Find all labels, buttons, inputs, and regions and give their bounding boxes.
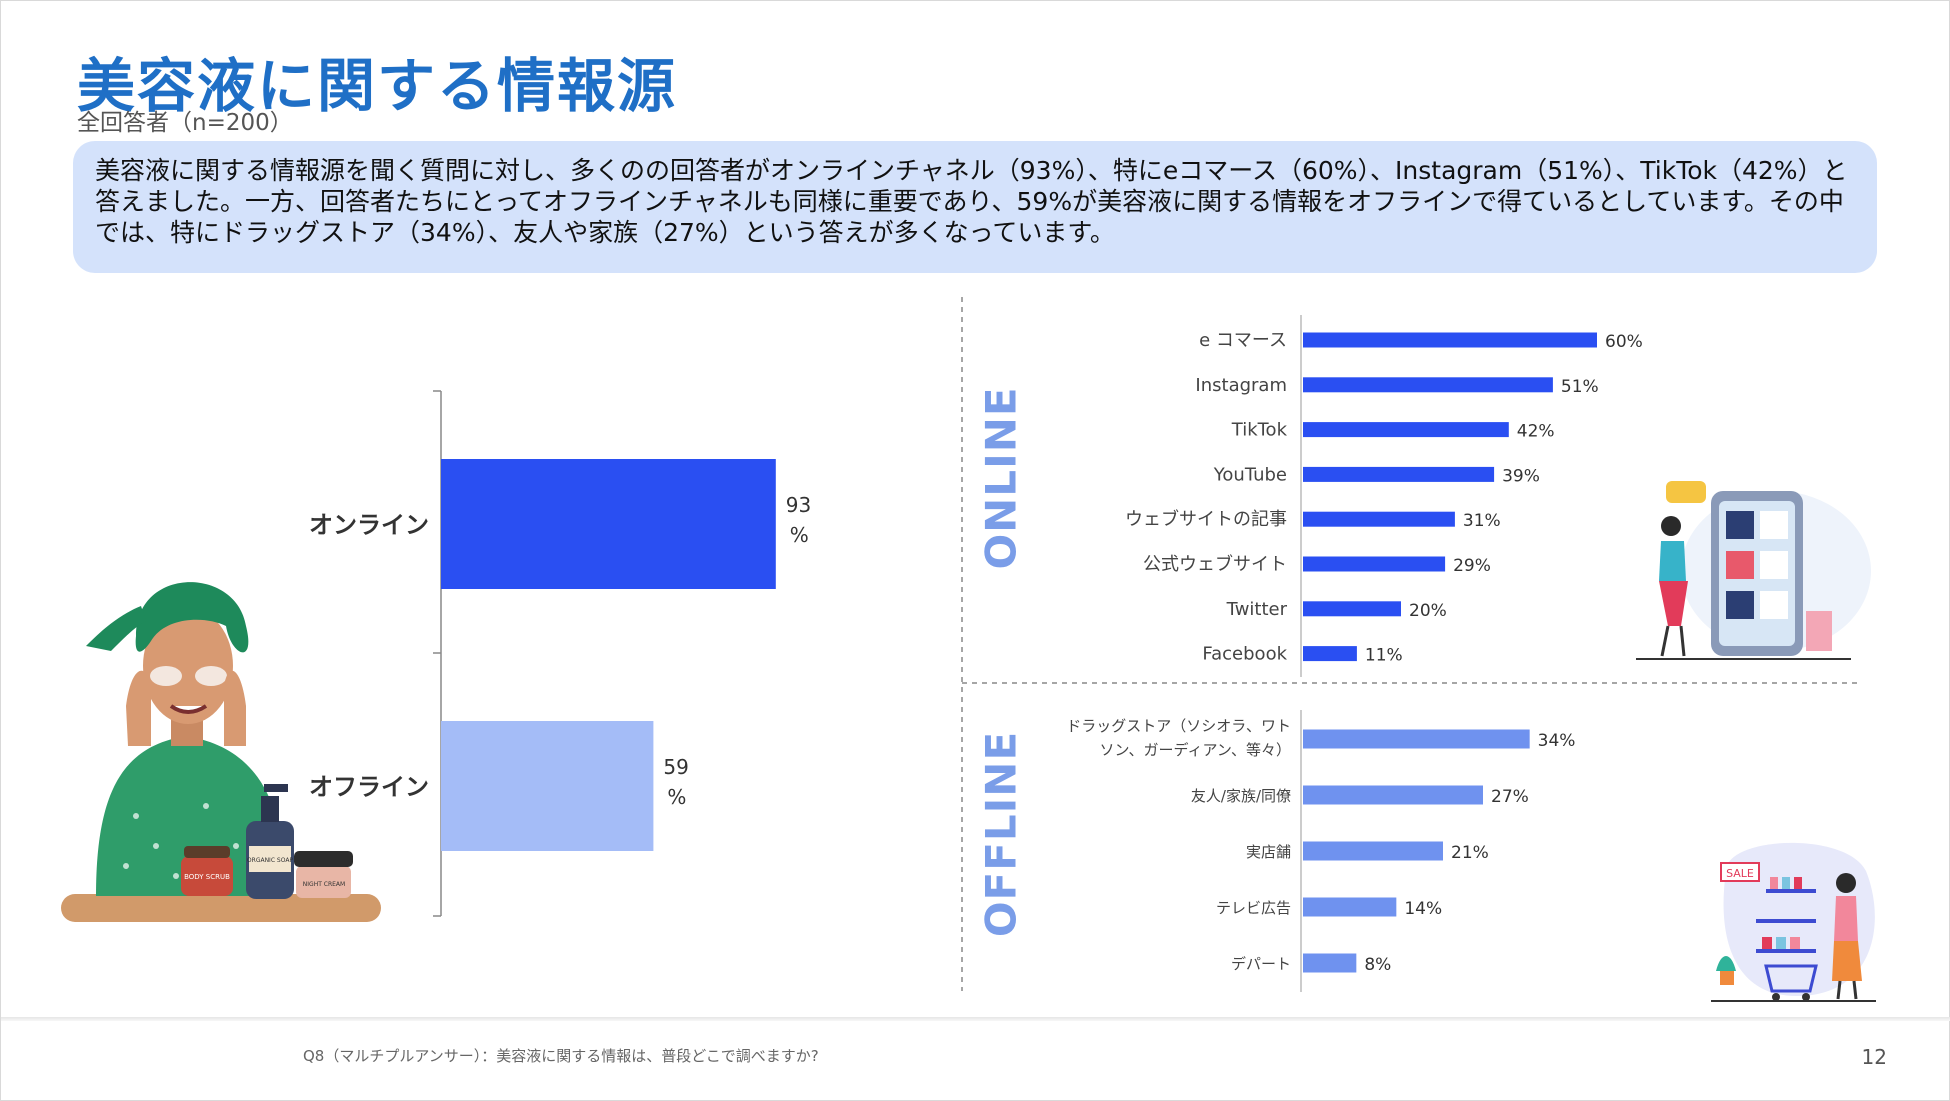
online-chart: e コマース 60% Instagram 51% TikTok 42% YouTube 39%… — [1125, 315, 1643, 677]
offline-bar-1 — [1303, 785, 1483, 805]
page-subtitle: 全回答者（n=200） — [77, 110, 293, 136]
offline-bar-0 — [1303, 729, 1530, 749]
sale-sign-text: SALE — [1726, 867, 1754, 880]
offline-bar-3 — [1303, 897, 1397, 917]
online-shopping-illustration — [1636, 481, 1871, 660]
overall-chart: オンライン 93 % オフライン 59% — [309, 390, 811, 917]
bottle-label-organic-soap: ORGANIC SOAP — [247, 857, 294, 864]
online-value-label-1: 51% — [1561, 377, 1599, 397]
question-footnote: Q8（マルチプルアンサー）：美容液に関する情報は、普段どこで調べますか? — [303, 1047, 819, 1065]
overall-bar-1 — [441, 721, 654, 851]
online-bar-7 — [1303, 646, 1357, 662]
offline-value-label-2: 21% — [1451, 843, 1489, 863]
offline-shopping-illustration: SALE — [1711, 842, 1876, 1002]
offline-bar-2 — [1303, 841, 1443, 861]
jar-label-body-scrub: BODY SCRUB — [184, 873, 230, 881]
online-value-label-4: 31% — [1463, 511, 1501, 531]
summary-box: 美容液に関する情報源を聞く質問に対し、多くのの回答者がオンラインチャネル（93%… — [73, 141, 1877, 273]
page-number: 12 — [1861, 1045, 1887, 1069]
online-value-label-6: 20% — [1409, 601, 1447, 621]
overall-value-label-0: 93% — [786, 493, 811, 547]
online-value-label-3: 39% — [1502, 466, 1540, 486]
summary-text: 美容液に関する情報源を聞く質問に対し、多くのの回答者がオンラインチャネル（93%… — [95, 156, 1848, 247]
online-value-label-5: 29% — [1453, 556, 1491, 576]
online-category-label-7: Facebook — [1202, 644, 1287, 665]
offline-value-label-1: 27% — [1491, 787, 1529, 807]
online-category-label-2: TikTok — [1231, 420, 1288, 441]
overall-bar-0 — [441, 459, 776, 589]
footer-divider — [1, 1017, 1950, 1021]
online-category-label-5: 公式ウェブサイト — [1143, 553, 1287, 575]
overall-category-label-0: オンライン — [309, 511, 429, 539]
online-category-label-4: ウェブサイトの記事 — [1125, 508, 1287, 530]
offline-value-label-0: 34% — [1538, 731, 1576, 751]
offline-category-label-4: デパート — [1231, 955, 1291, 973]
overall-value-label-1: 59% — [663, 755, 688, 809]
offline-chart: ドラッグストア（ソシオラ、ワトソン、ガーディアン、等々） 34% 友人/家族/同僚 2… — [1066, 710, 1576, 992]
online-category-label-6: Twitter — [1226, 599, 1288, 620]
offline-category-label-0: ドラッグストア（ソシオラ、ワトソン、ガーディアン、等々） — [1066, 717, 1291, 759]
online-category-label-1: Instagram — [1195, 375, 1287, 396]
online-bar-4 — [1303, 511, 1455, 527]
online-value-label-2: 42% — [1517, 422, 1555, 442]
online-bar-1 — [1303, 377, 1553, 393]
offline-bar-4 — [1303, 953, 1357, 973]
offline-section-label: OFFLINE — [976, 730, 1026, 938]
online-bar-6 — [1303, 601, 1401, 617]
offline-category-label-3: テレビ広告 — [1216, 899, 1291, 917]
woman-skincare-illustration: BODY SCRUB ORGANIC SOAP NIGHT CREAM — [61, 582, 381, 922]
offline-category-label-2: 実店舗 — [1246, 843, 1291, 861]
online-bar-2 — [1303, 422, 1509, 438]
online-bar-0 — [1303, 332, 1597, 348]
offline-category-label-1: 友人/家族/同僚 — [1191, 787, 1291, 805]
online-value-label-7: 11% — [1365, 646, 1403, 666]
online-section-label: ONLINE — [976, 386, 1026, 570]
offline-value-label-3: 14% — [1404, 899, 1442, 919]
online-category-label-0: e コマース — [1199, 330, 1287, 351]
offline-value-label-4: 8% — [1364, 955, 1391, 975]
page-title: 美容液に関する情報源 — [77, 52, 678, 120]
online-value-label-0: 60% — [1605, 332, 1643, 352]
overall-category-label-1: オフライン — [309, 773, 429, 801]
online-bar-3 — [1303, 466, 1495, 482]
online-bar-5 — [1303, 556, 1446, 572]
jar-label-night-cream: NIGHT CREAM — [303, 881, 345, 888]
overall-axis — [433, 390, 442, 917]
online-category-label-3: YouTube — [1213, 464, 1287, 485]
